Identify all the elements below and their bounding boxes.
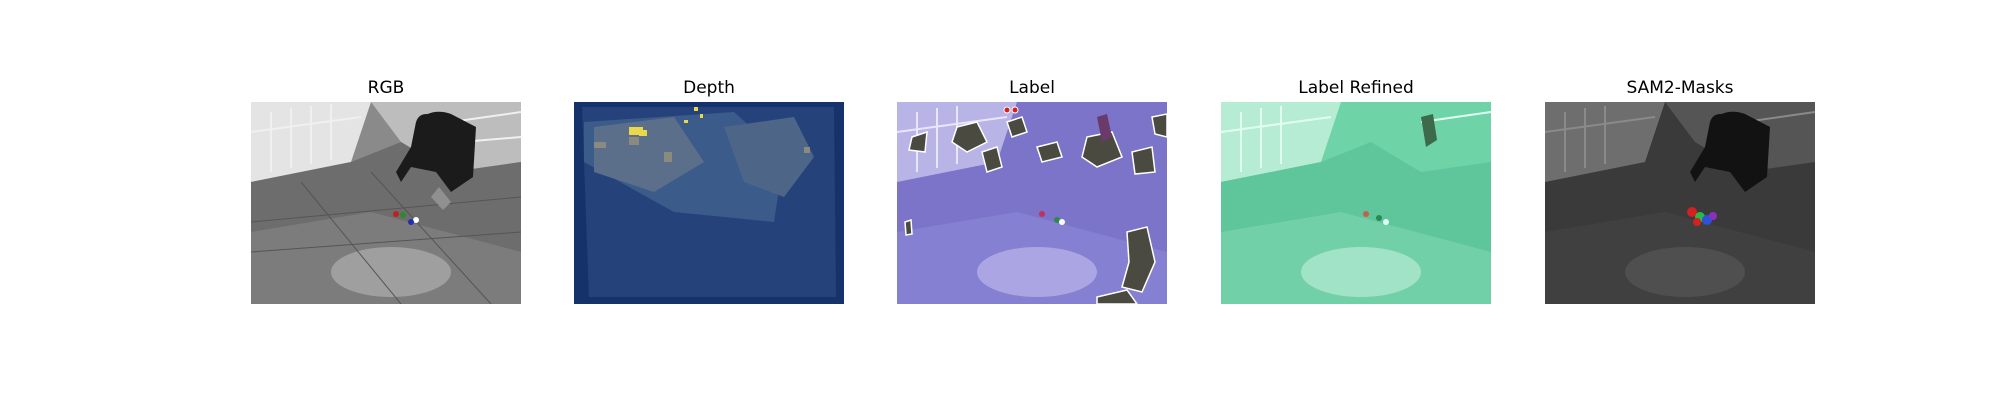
panel-title-label-refined: Label Refined: [1298, 78, 1414, 98]
sam2-masks-image: [1545, 102, 1815, 304]
depth-image: [574, 102, 844, 304]
panel-title-depth: Depth: [683, 78, 735, 98]
panel-title-sam2-masks: SAM2-Masks: [1626, 78, 1734, 98]
label-image: [897, 102, 1167, 304]
panel-title-rgb: RGB: [367, 78, 405, 98]
panel-title-label: Label: [1009, 78, 1055, 98]
rgb-image: [251, 102, 521, 304]
label-refined-image: [1221, 102, 1491, 304]
